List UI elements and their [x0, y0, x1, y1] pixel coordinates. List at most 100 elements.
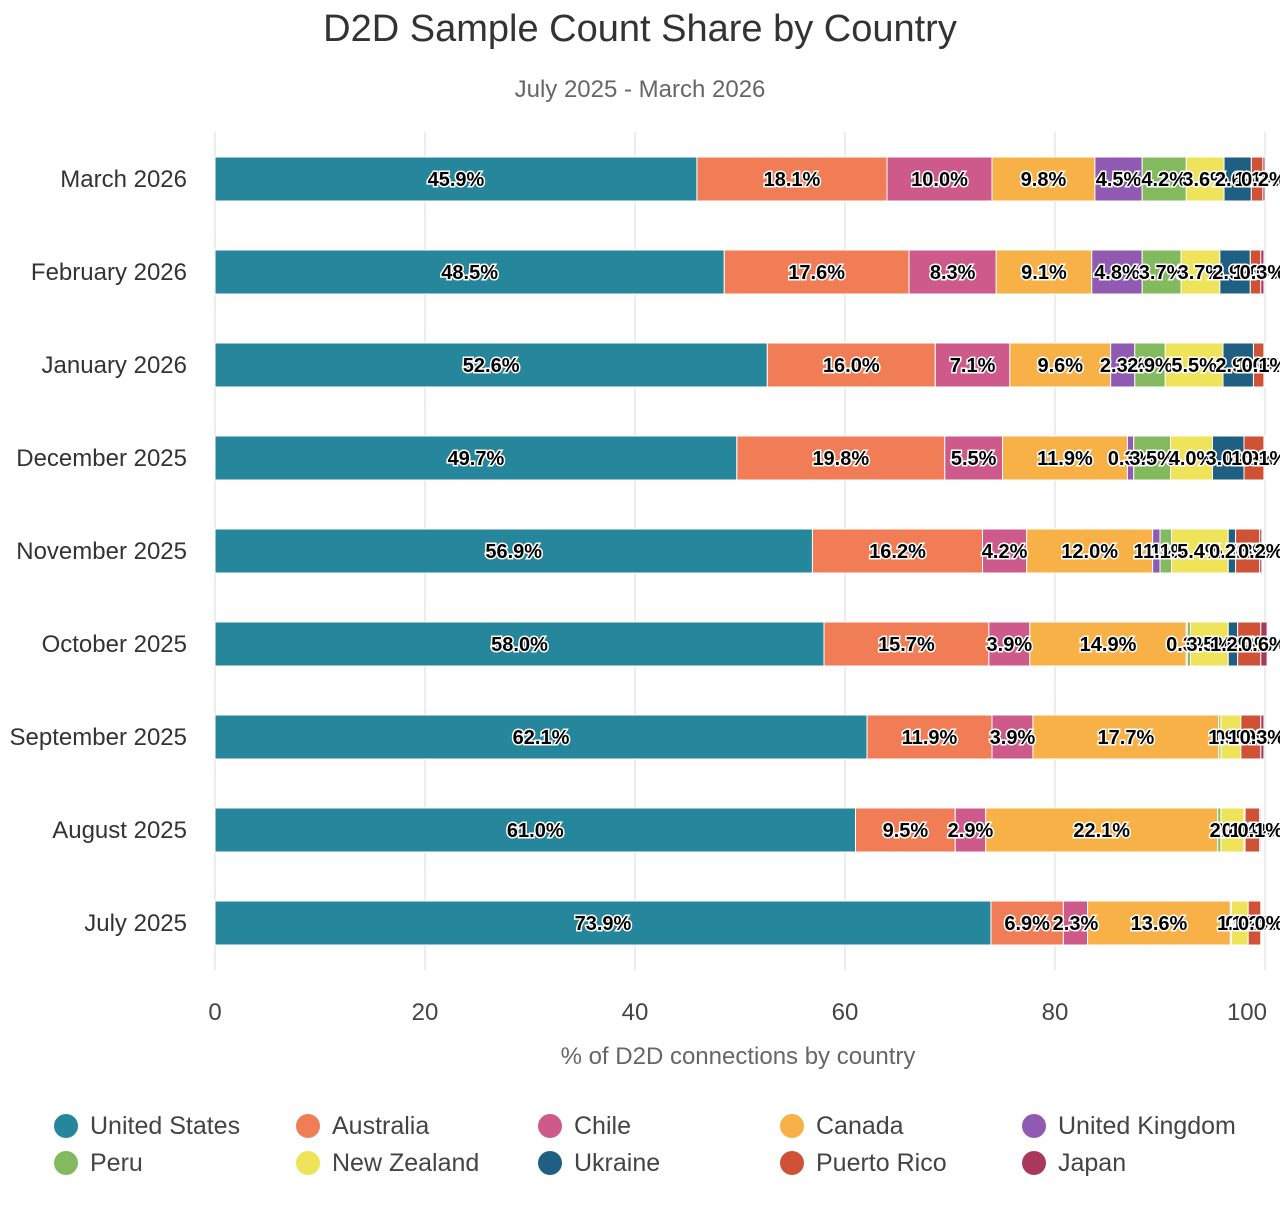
bar-segment	[1094, 156, 1143, 202]
data-label: 9.1%	[1021, 262, 1067, 284]
data-label: 2.9%	[1127, 355, 1173, 377]
bar-segment	[1180, 249, 1221, 295]
legend-swatch	[780, 1151, 804, 1175]
bar-segment	[766, 342, 936, 388]
bar-segment	[214, 435, 738, 481]
data-label: 4.0%	[1169, 448, 1215, 470]
data-label: 0.3%	[1240, 262, 1280, 284]
legend-item[interactable]: Canada	[780, 1110, 904, 1142]
data-label: 0.1%	[1242, 448, 1280, 470]
bar-segment	[982, 528, 1028, 574]
category-label: February 2026	[31, 259, 187, 286]
bar-segment	[991, 156, 1096, 202]
legend-swatch	[1022, 1114, 1046, 1138]
data-label: 52.6%	[463, 355, 520, 377]
bar-segment	[1259, 528, 1263, 574]
bar-segment	[1026, 528, 1154, 574]
legend-swatch	[296, 1151, 320, 1175]
data-label: 62.1%	[513, 727, 570, 749]
x-tick-label: 100	[1227, 999, 1267, 1026]
legend-label: Japan	[1058, 1148, 1127, 1177]
legend-swatch	[296, 1114, 320, 1138]
data-label: 2.9%	[1212, 262, 1258, 284]
data-label: 0	[1214, 727, 1225, 749]
bar-segment	[954, 807, 987, 853]
data-label: 1.5%	[1217, 913, 1263, 935]
bar-segment	[886, 156, 993, 202]
data-label: 15.7%	[878, 634, 935, 656]
data-label: 22.1%	[1073, 820, 1130, 842]
legend-item[interactable]: Puerto Rico	[780, 1147, 947, 1179]
data-label: 5.4%	[1177, 541, 1223, 563]
legend-label: New Zealand	[332, 1148, 480, 1177]
data-labels: 45.9% 18.1% 10.0% 9.8% 4.5% 4.2%3.6%2.6%1.1%0…	[426, 168, 1280, 937]
data-label: 6.9%	[1004, 913, 1050, 935]
data-label: 19.8%	[812, 448, 869, 470]
x-tick-label: 40	[622, 999, 649, 1026]
data-label: 1.1%	[1134, 541, 1180, 563]
data-label: 73.9%	[575, 913, 632, 935]
legend-label: Puerto Rico	[816, 1148, 947, 1177]
bar-segment	[1222, 342, 1254, 388]
bar-segment	[990, 900, 1064, 946]
data-label: 3.9%	[990, 727, 1036, 749]
data-label: 0.3%	[1108, 448, 1154, 470]
bar-segment	[1134, 342, 1166, 388]
data-label: 9.5%	[883, 820, 929, 842]
data-label: 4.5%	[1096, 169, 1142, 191]
data-label: 8.3%	[930, 262, 976, 284]
data-label: 3.6%	[1182, 169, 1228, 191]
data-label: 1.9%	[1208, 727, 1254, 749]
data-label: 0.1%	[1242, 355, 1280, 377]
data-label: 45.9%	[428, 169, 485, 191]
data-label: 18.1%	[764, 169, 821, 191]
data-label: 0.3%	[1166, 634, 1212, 656]
data-label: 4.2%	[1141, 169, 1187, 191]
bar-segment	[214, 714, 868, 760]
legend-item[interactable]: United Kingdom	[1022, 1110, 1236, 1142]
bar-segment	[944, 435, 1003, 481]
data-label: 58.0%	[491, 634, 548, 656]
bar-segment	[1002, 435, 1128, 481]
legend-item[interactable]: Peru	[54, 1147, 143, 1179]
chart-subtitle: July 2025 - March 2026	[514, 76, 766, 103]
bar-segment	[1062, 900, 1089, 946]
bar-segment	[214, 249, 725, 295]
bar-segment	[1263, 435, 1266, 481]
bar-segment	[1189, 621, 1229, 667]
bar-segment	[995, 249, 1093, 295]
data-label: 0.2%	[1241, 169, 1280, 191]
data-label: 2.9%	[1215, 355, 1261, 377]
bar-segment	[1170, 435, 1213, 481]
data-label: 1.9%	[1231, 448, 1277, 470]
legend-label: Australia	[332, 1111, 430, 1140]
category-label: March 2026	[60, 166, 187, 193]
bar-segment	[1087, 900, 1231, 946]
legend-swatch	[780, 1114, 804, 1138]
legend-item[interactable]: United States	[54, 1110, 240, 1142]
data-label: 0.3%	[1240, 727, 1280, 749]
data-label: 16.2%	[869, 541, 926, 563]
legend-swatch	[54, 1151, 78, 1175]
data-label: 3.5%	[1187, 634, 1233, 656]
bar-segment	[1141, 156, 1187, 202]
bars	[214, 156, 1268, 946]
data-label: 0.2%	[1238, 541, 1280, 563]
legend-item[interactable]: Chile	[538, 1110, 631, 1142]
legend-item[interactable]: Australia	[296, 1110, 429, 1142]
data-label: 0.6%	[1241, 634, 1280, 656]
data-label: 2.2%	[1226, 634, 1272, 656]
bar-segment	[1185, 156, 1225, 202]
data-label: 7.1%	[950, 355, 996, 377]
bar-segment	[988, 621, 1031, 667]
bar-segment	[855, 807, 956, 853]
data-label: 0.7%	[1209, 541, 1255, 563]
legend-item[interactable]: Ukraine	[538, 1147, 660, 1179]
legend-item[interactable]: Japan	[1022, 1147, 1126, 1179]
legend-label: United Kingdom	[1058, 1111, 1236, 1140]
bar-segment	[823, 621, 990, 667]
legend-item[interactable]: New Zealand	[296, 1147, 479, 1179]
data-label: 4.2%	[982, 541, 1028, 563]
x-tick-label: 60	[832, 999, 859, 1026]
bar-segment	[214, 342, 768, 388]
